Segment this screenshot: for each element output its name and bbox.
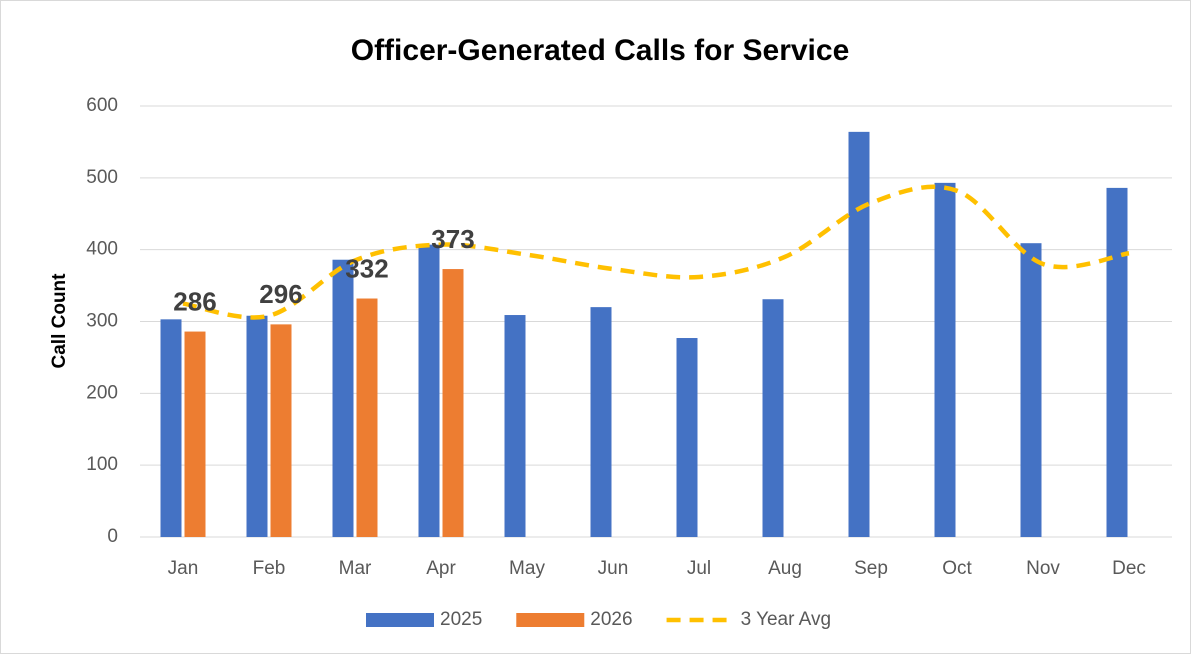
x-tick-label: Feb — [253, 558, 286, 579]
legend-label: 2026 — [590, 609, 632, 630]
y-tick-label: 500 — [86, 167, 118, 188]
x-tick-label: Jun — [598, 558, 629, 579]
legend-label: 2025 — [440, 609, 482, 630]
data-label: 296 — [259, 279, 302, 309]
chart-title: Officer-Generated Calls for Service — [351, 34, 850, 67]
x-tick-label: May — [509, 558, 545, 579]
legend-label: 3 Year Avg — [741, 609, 832, 630]
bar — [934, 182, 956, 537]
x-tick-label: Nov — [1026, 558, 1060, 579]
legend-swatch — [516, 613, 585, 627]
x-tick-label: Dec — [1112, 558, 1146, 579]
data-label: 373 — [431, 224, 474, 254]
y-tick-label: 0 — [107, 526, 118, 547]
line-series — [182, 184, 1130, 320]
x-tick-label: Oct — [942, 558, 972, 579]
y-tick-label: 300 — [86, 311, 118, 332]
x-tick-label: Apr — [426, 558, 456, 579]
y-tick-label: 400 — [86, 239, 118, 260]
y-tick-label: 200 — [86, 382, 118, 403]
bar — [418, 244, 440, 537]
bar — [270, 324, 292, 537]
bar — [848, 131, 870, 538]
data-label: 332 — [345, 253, 388, 283]
bar — [1106, 187, 1128, 537]
y-axis-label: Call Count — [49, 273, 70, 369]
x-tick-label: Jan — [168, 558, 199, 579]
data-label: 286 — [173, 286, 216, 316]
bar — [442, 269, 464, 537]
y-tick-label: 100 — [86, 454, 118, 475]
x-tick-label: Sep — [854, 558, 888, 579]
bar — [332, 259, 354, 537]
bar — [184, 331, 206, 537]
y-tick-label: 600 — [86, 95, 118, 116]
bar — [1020, 243, 1042, 537]
bar — [676, 338, 698, 537]
bar — [246, 315, 268, 537]
x-tick-label: Mar — [339, 558, 372, 579]
bar — [590, 307, 612, 537]
bar — [356, 298, 378, 537]
legend-swatch — [366, 613, 434, 627]
bar — [504, 315, 526, 537]
x-tick-label: Aug — [768, 558, 802, 579]
x-tick-label: Jul — [687, 558, 711, 579]
bar — [762, 299, 784, 537]
bar — [160, 319, 182, 537]
